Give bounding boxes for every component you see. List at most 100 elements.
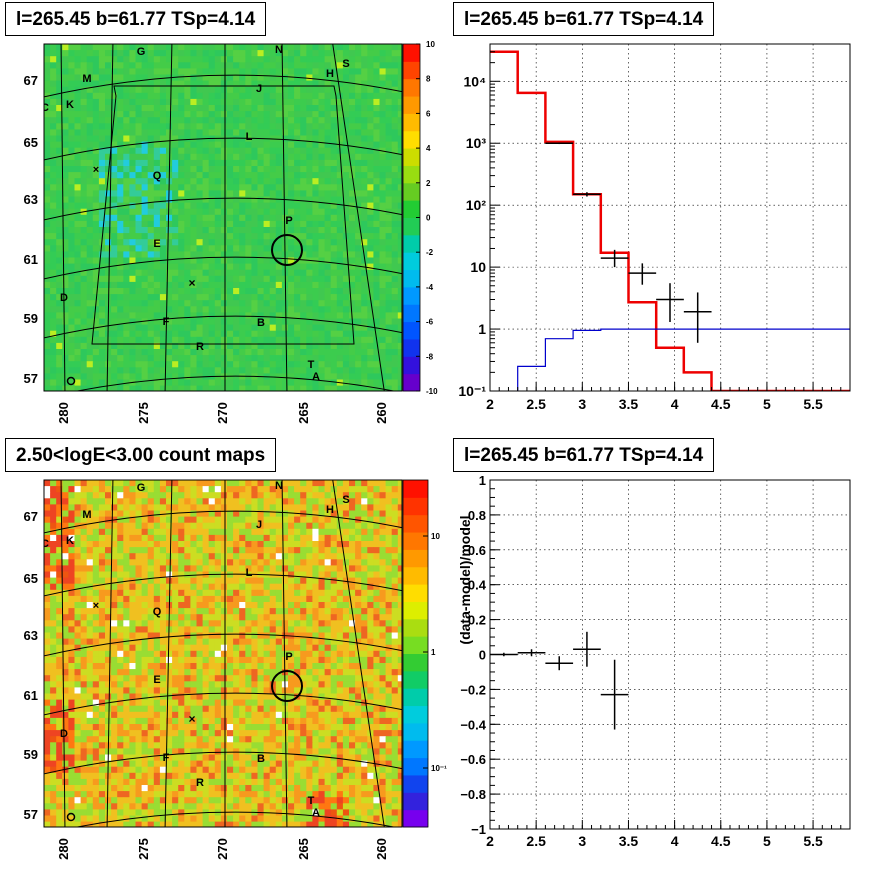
heatmap-pixel [184, 608, 191, 615]
heatmap-pixel [294, 355, 301, 362]
heatmap-pixel [385, 589, 393, 597]
heatmap-pixel [196, 196, 203, 203]
heatmap-pixel [391, 571, 399, 578]
heatmap-pixel [220, 336, 228, 344]
heatmap-pixel [349, 214, 356, 222]
heatmap-pixel [294, 632, 301, 639]
heatmap-pixel [92, 275, 100, 283]
heatmap-pixel [56, 614, 63, 621]
heatmap-pixel [349, 626, 356, 633]
heatmap-pixel [275, 111, 283, 118]
heatmap-pixel [68, 239, 75, 246]
heatmap-pixel [74, 632, 81, 639]
heatmap-pixel [56, 595, 63, 603]
heatmap-pixel [379, 245, 386, 252]
source-label: R [196, 341, 204, 353]
heatmap-pixel [288, 117, 295, 124]
heatmap-pixel [141, 522, 149, 530]
heatmap-pixel [190, 184, 197, 191]
heatmap-pixel [202, 111, 210, 118]
heatmap-pixel [281, 220, 289, 228]
heatmap-pixel [318, 202, 325, 210]
heatmap-pixel [147, 510, 155, 517]
heatmap-pixel [355, 373, 362, 380]
heatmap-pixel [153, 492, 161, 499]
heatmap-pixel [92, 233, 100, 240]
heatmap-pixel [220, 632, 228, 639]
heatmap-pixel [214, 269, 222, 277]
heatmap-pixel [367, 504, 374, 511]
heatmap-pixel [397, 626, 402, 633]
heatmap-pixel [263, 312, 271, 319]
heatmap-pixel [294, 492, 301, 499]
heatmap-pixel [288, 220, 295, 228]
heatmap-pixel [98, 306, 106, 313]
heatmap-pixel [80, 528, 88, 536]
heatmap-pixel [105, 227, 112, 234]
heatmap-pixel [355, 233, 362, 240]
heatmap-pixel [385, 153, 393, 161]
heatmap-pixel [44, 355, 51, 362]
colorbar-tick-label: 6 [426, 109, 431, 118]
heatmap-pixel [190, 275, 197, 283]
heatmap-pixel [135, 74, 142, 81]
heatmap-pixel [62, 510, 69, 517]
heatmap-pixel [44, 361, 51, 368]
heatmap-pixel [251, 528, 258, 536]
heatmap-pixel [105, 220, 112, 228]
heatmap-pixel [330, 105, 338, 112]
heatmap-pixel [147, 486, 155, 493]
heatmap-pixel [50, 135, 57, 142]
heatmap-pixel [56, 300, 63, 307]
heatmap-pixel [324, 263, 332, 271]
heatmap-pixel [379, 208, 386, 216]
heatmap-pixel [373, 62, 380, 69]
heatmap-pixel [281, 342, 289, 350]
heatmap-pixel [239, 504, 246, 511]
heatmap-pixel [129, 534, 136, 542]
heatmap-pixel [233, 632, 240, 639]
heatmap-pixel [281, 300, 289, 307]
heatmap-pixel [239, 220, 246, 228]
heatmap-pixel [379, 547, 386, 554]
heatmap-pixel [227, 492, 234, 499]
heatmap-pixel [330, 233, 338, 240]
heatmap-pixel [300, 80, 307, 88]
heatmap-pixel [62, 159, 69, 167]
heatmap-pixel [153, 166, 161, 173]
heatmap-pixel [233, 324, 240, 332]
heatmap-pixel [141, 306, 149, 313]
heatmap-pixel [153, 245, 161, 252]
heatmap-pixel [288, 516, 295, 524]
heatmap-pixel [306, 559, 313, 566]
heatmap-pixel [141, 342, 149, 350]
heatmap-pixel [184, 324, 191, 332]
heatmap-pixel [141, 602, 149, 609]
heatmap-pixel [263, 559, 271, 566]
heatmap-pixel [324, 361, 332, 368]
heatmap-pixel [239, 541, 246, 548]
heatmap-pixel [330, 608, 338, 615]
heatmap-pixel [330, 504, 338, 511]
heatmap-pixel [300, 214, 307, 222]
heatmap-pixel [105, 559, 112, 566]
heatmap-pixel [141, 608, 149, 615]
heatmap-pixel [233, 56, 240, 63]
heatmap-pixel [349, 486, 356, 493]
heatmap-pixel [62, 245, 69, 252]
heatmap-pixel [214, 498, 222, 505]
heatmap-pixel [68, 300, 75, 307]
heatmap-pixel [306, 105, 313, 112]
heatmap-pixel [117, 44, 124, 51]
heatmap-pixel [281, 44, 289, 51]
heatmap-pixel [300, 153, 307, 161]
heatmap-pixel [44, 312, 51, 319]
heatmap-pixel [342, 608, 350, 615]
heatmap-pixel [336, 498, 344, 505]
heatmap-pixel [373, 300, 380, 307]
heatmap-pixel [324, 80, 332, 88]
heatmap-pixel [312, 184, 319, 191]
heatmap-pixel [135, 202, 142, 210]
heatmap-pixel [68, 251, 75, 258]
heatmap-pixel [123, 257, 130, 264]
